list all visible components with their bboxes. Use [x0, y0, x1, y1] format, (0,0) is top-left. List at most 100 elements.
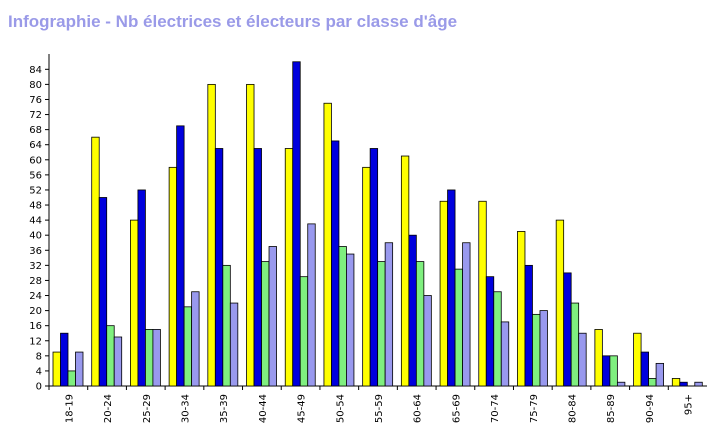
bar: [616, 381, 626, 387]
y-tick-label: 16: [29, 321, 42, 332]
bar: [369, 148, 379, 387]
bar: [323, 102, 332, 387]
bar: [517, 231, 526, 387]
bar: [415, 261, 425, 387]
bar: [106, 325, 115, 387]
x-tick-label: 45-49: [297, 394, 308, 423]
bar: [52, 351, 61, 387]
bar: [478, 200, 487, 387]
y-tick-label: 44: [29, 216, 42, 227]
bar: [152, 329, 161, 387]
bar: [493, 291, 502, 387]
bar: [191, 291, 200, 387]
bar: [113, 336, 123, 387]
bar: [222, 264, 231, 387]
bar: [261, 261, 270, 387]
bar: [130, 219, 139, 387]
bar: [246, 83, 255, 387]
bar: [601, 355, 611, 387]
bar: [578, 332, 587, 387]
y-tick-label: 4: [36, 366, 42, 377]
bar: [284, 148, 294, 387]
bar: [60, 332, 69, 387]
y-tick-label: 20: [29, 306, 42, 317]
x-tick-label: 80-84: [568, 394, 579, 423]
y-tick-label: 8: [36, 351, 42, 362]
bar: [671, 378, 681, 387]
bar: [268, 246, 277, 387]
bar: [137, 189, 146, 387]
x-tick-label: 85-89: [606, 394, 617, 423]
bar: [338, 246, 347, 387]
y-tick-label: 52: [29, 185, 42, 196]
bar: [384, 242, 394, 387]
bar: [454, 268, 463, 387]
bar: [555, 219, 565, 387]
x-tick-label: 55-59: [374, 394, 385, 423]
x-tick-label: 65-69: [451, 394, 462, 423]
y-tick-label: 56: [29, 170, 42, 181]
bar: [362, 166, 371, 387]
bar: [346, 253, 355, 387]
bar: [539, 310, 548, 387]
bar: [207, 83, 216, 387]
y-tick-label: 76: [29, 95, 42, 106]
bar: [183, 306, 193, 387]
bar: [640, 351, 649, 387]
bar: [439, 200, 448, 387]
y-tick-label: 36: [29, 246, 42, 257]
bar: [67, 370, 76, 387]
bar: [176, 125, 185, 387]
bar: [609, 355, 618, 387]
bar: [98, 197, 108, 387]
bar: [75, 351, 84, 387]
bar: [563, 272, 572, 387]
bar: [633, 332, 642, 387]
x-tick-label: 50-54: [335, 394, 346, 423]
x-tick-label: 35-39: [219, 394, 230, 423]
x-tick-label: 40-44: [258, 394, 269, 423]
bar: [694, 381, 703, 387]
x-tick-label: 75-79: [529, 394, 540, 423]
bar: [447, 189, 456, 387]
bar: [253, 148, 262, 387]
bar: [331, 140, 340, 387]
x-tick-label: 95+: [684, 394, 695, 415]
y-tick-label: 72: [29, 110, 42, 121]
bar: [462, 242, 471, 387]
y-tick-label: 24: [29, 291, 42, 302]
bar: [214, 148, 224, 387]
x-tick-label: 60-64: [413, 394, 424, 423]
y-tick-label: 84: [29, 65, 42, 76]
bar: [400, 155, 410, 387]
plot-area: 0481216202428323640444852566064687276808…: [29, 54, 707, 423]
bar: [679, 381, 688, 387]
y-tick-label: 28: [29, 276, 42, 287]
x-tick-label: 90-94: [645, 394, 656, 423]
x-tick-label: 20-24: [103, 394, 114, 423]
chart-title: Infographie - Nb électrices et électeurs…: [8, 12, 458, 31]
bar: [292, 61, 301, 387]
bar: [655, 362, 664, 387]
bar: [229, 302, 239, 387]
y-tick-label: 68: [29, 125, 42, 136]
bar: [423, 295, 432, 387]
x-tick-label: 18-19: [64, 394, 75, 423]
y-tick-label: 80: [29, 80, 42, 91]
bar: [500, 321, 510, 387]
bar: [648, 378, 657, 387]
bar: [408, 234, 417, 387]
y-tick-label: 64: [29, 140, 42, 151]
y-tick-label: 48: [29, 201, 42, 212]
bar: [377, 261, 386, 387]
y-tick-label: 32: [29, 261, 42, 272]
bar: [594, 329, 603, 387]
bar: [570, 302, 580, 387]
bar: [299, 276, 309, 387]
bar: [307, 223, 316, 387]
x-tick-label: 25-29: [142, 394, 153, 423]
bar: [91, 136, 100, 387]
bar: [524, 264, 533, 387]
x-tick-label: 30-34: [180, 394, 191, 423]
